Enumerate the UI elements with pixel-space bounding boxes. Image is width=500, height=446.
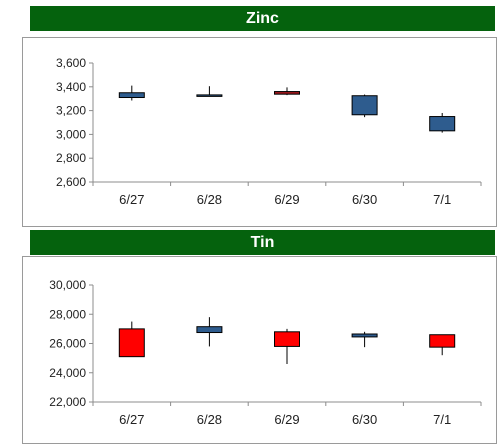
tin-chart-title: Tin [30, 230, 495, 255]
zinc-chart-panel: 3,600 3,400 3,200 3,000 2,800 2,600 6/27 6/28 6/… [22, 37, 497, 227]
zinc-candle-body [274, 91, 300, 95]
zinc-x-tick-label: 6/29 [274, 192, 299, 207]
zinc-y-tick-label: 2,800 [56, 151, 86, 165]
zinc-y-tick-label: 3,400 [56, 80, 86, 94]
tin-x-tick-label: 6/28 [197, 412, 222, 427]
zinc-candle-body [196, 94, 223, 97]
zinc-y-tick-label: 3,200 [56, 104, 86, 118]
tin-x-tick-label: 6/27 [119, 412, 144, 427]
zinc-y-tick-label: 2,600 [56, 175, 86, 189]
tin-y-tick-label: 30,000 [49, 278, 86, 292]
tin-x-tick-label: 6/30 [352, 412, 377, 427]
tin-chart: 30,000 28,000 26,000 24,000 22,000 6/27 6/28 6/… [49, 278, 482, 427]
tin-chart-panel: 30,000 28,000 26,000 24,000 22,000 6/27 6/28 6/… [22, 256, 497, 444]
tin-y-tick-label: 28,000 [49, 307, 86, 321]
zinc-y-tick-label: 3,600 [56, 56, 86, 70]
tin-x-tick-label: 7/1 [433, 412, 451, 427]
zinc-x-tick-label: 6/30 [352, 192, 377, 207]
zinc-x-tick-label: 7/1 [433, 192, 451, 207]
zinc-y-tick-label: 3,000 [56, 127, 86, 141]
tin-candle-body [196, 326, 223, 334]
zinc-candle-body [429, 116, 456, 132]
zinc-candle-body [351, 95, 378, 116]
zinc-chart: 3,600 3,400 3,200 3,000 2,800 2,600 6/27 6/28 6/… [56, 56, 482, 207]
tin-x-tick-label: 6/29 [274, 412, 299, 427]
tin-candle-body [429, 334, 456, 348]
zinc-x-tick-label: 6/28 [197, 192, 222, 207]
tin-candle-body [118, 328, 145, 358]
zinc-candle-body [118, 92, 145, 99]
tin-candle-body [351, 333, 378, 338]
zinc-x-tick-label: 6/27 [119, 192, 144, 207]
tin-y-tick-label: 26,000 [49, 337, 86, 351]
zinc-chart-title: Zinc [30, 6, 495, 31]
tin-candle-body [274, 331, 300, 347]
tin-y-tick-label: 22,000 [49, 395, 86, 409]
tin-y-tick-label: 24,000 [49, 366, 86, 380]
